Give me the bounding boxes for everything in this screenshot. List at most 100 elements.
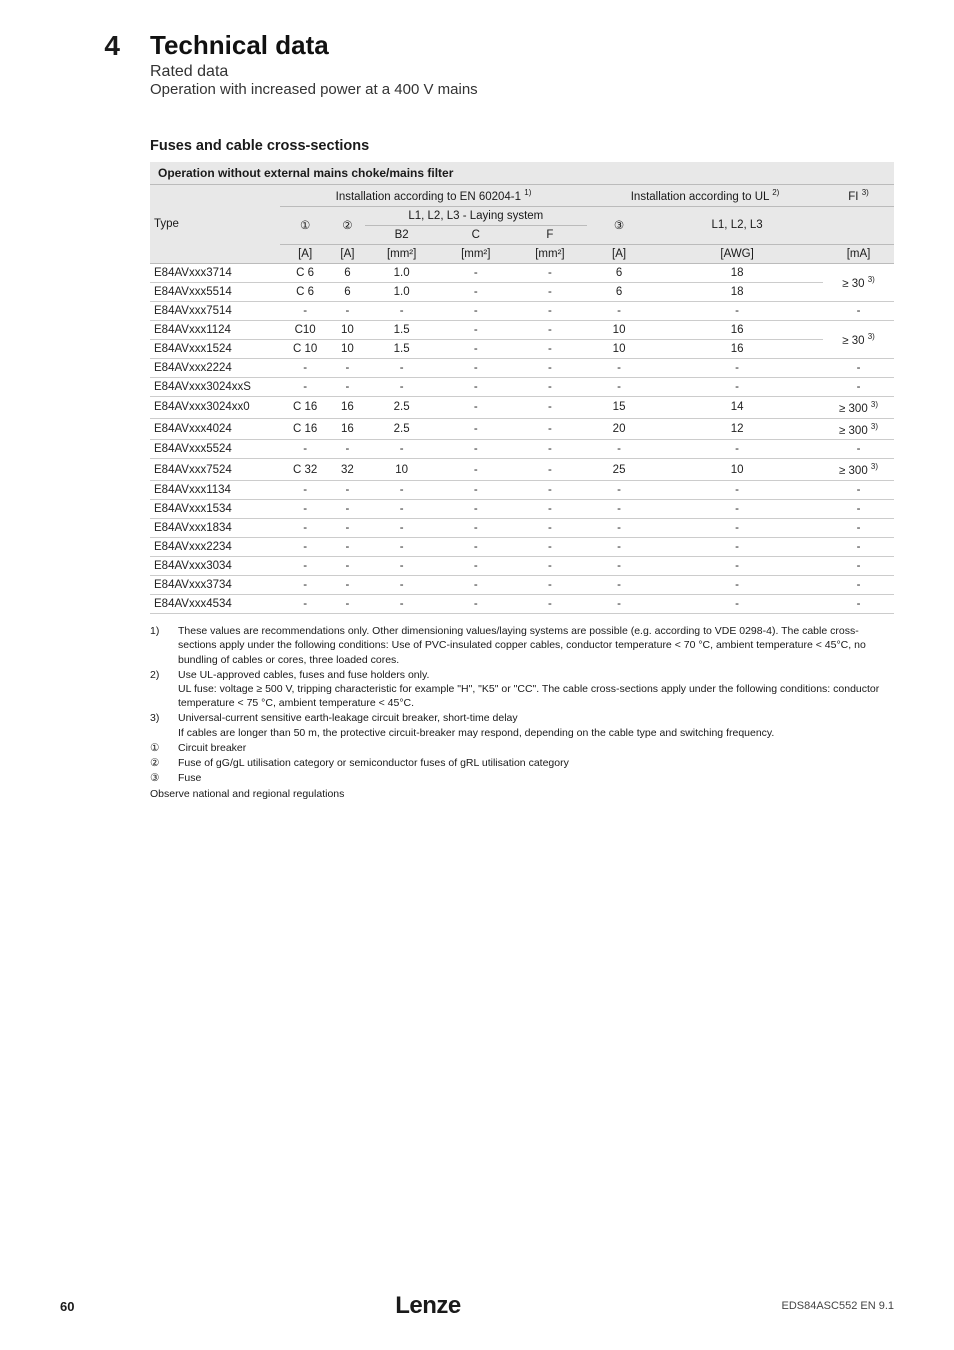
- cell-type: E84AVxxx1834: [150, 519, 280, 538]
- cell-c2: -: [330, 576, 364, 595]
- th-unit-a2: [A]: [330, 244, 364, 263]
- title-block: Technical data Rated data Operation with…: [150, 30, 894, 98]
- cell-type: E84AVxxx3034: [150, 557, 280, 576]
- cell-c1: -: [280, 301, 330, 320]
- cell-c: -: [439, 320, 513, 339]
- cell-awg: -: [651, 500, 823, 519]
- cell-c3: -: [587, 301, 651, 320]
- footnote-text: Circuit breaker: [178, 741, 246, 755]
- table-row: E84AVxxx3714C 661.0--618≥ 30 3): [150, 263, 894, 282]
- cell-type: E84AVxxx3024xxS: [150, 377, 280, 396]
- cell-c3: -: [587, 557, 651, 576]
- table-row: E84AVxxx3734--------: [150, 576, 894, 595]
- th-l1l2l3: L1, L2, L3: [651, 206, 823, 244]
- cell-c: -: [439, 263, 513, 282]
- th-circ3: ③: [587, 206, 651, 244]
- cell-awg: -: [651, 576, 823, 595]
- cell-fi: ≥ 30 3): [823, 320, 894, 358]
- th-unit-a1: [A]: [280, 244, 330, 263]
- footnote-text: Fuse: [178, 771, 201, 785]
- cell-b2: -: [365, 576, 439, 595]
- section-heading: Fuses and cable cross-sections: [150, 138, 894, 154]
- cell-c: -: [439, 459, 513, 481]
- cell-type: E84AVxxx4024: [150, 418, 280, 440]
- cell-c2: 6: [330, 282, 364, 301]
- table-row: E84AVxxx7524C 323210--2510≥ 300 3): [150, 459, 894, 481]
- cell-c: -: [439, 481, 513, 500]
- cell-f: -: [513, 500, 587, 519]
- cell-c1: C10: [280, 320, 330, 339]
- cell-awg: -: [651, 595, 823, 614]
- cell-c1: C 16: [280, 396, 330, 418]
- cell-type: E84AVxxx7524: [150, 459, 280, 481]
- cell-f: -: [513, 538, 587, 557]
- cell-c1: -: [280, 519, 330, 538]
- table-row: E84AVxxx4534--------: [150, 595, 894, 614]
- cell-c1: -: [280, 481, 330, 500]
- cell-c1: C 6: [280, 263, 330, 282]
- cell-fi: -: [823, 576, 894, 595]
- cell-c3: -: [587, 358, 651, 377]
- th-b2: B2: [365, 225, 439, 244]
- cell-awg: 18: [651, 282, 823, 301]
- cell-c3: -: [587, 538, 651, 557]
- cell-b2: -: [365, 557, 439, 576]
- cell-awg: -: [651, 358, 823, 377]
- footnotes: 1)These values are recommendations only.…: [150, 624, 894, 785]
- table-head: Type Installation according to EN 60204-…: [150, 185, 894, 263]
- cell-b2: 1.5: [365, 339, 439, 358]
- cell-type: E84AVxxx5524: [150, 440, 280, 459]
- cell-c3: -: [587, 481, 651, 500]
- cell-f: -: [513, 440, 587, 459]
- th-type: Type: [150, 185, 280, 263]
- cell-c: -: [439, 595, 513, 614]
- th-f: F: [513, 225, 587, 244]
- brand-logo: Lenze: [395, 1292, 461, 1320]
- cell-type: E84AVxxx1134: [150, 481, 280, 500]
- cell-c1: -: [280, 538, 330, 557]
- doc-id: EDS84ASC552 EN 9.1: [781, 1300, 894, 1312]
- page-subtitle-1: Rated data: [150, 63, 894, 81]
- cell-c3: 10: [587, 320, 651, 339]
- cell-type: E84AVxxx1124: [150, 320, 280, 339]
- cell-fi: ≥ 300 3): [823, 418, 894, 440]
- cell-f: -: [513, 396, 587, 418]
- cell-c3: -: [587, 519, 651, 538]
- th-ul: Installation according to UL 2): [587, 185, 823, 206]
- cell-awg: -: [651, 557, 823, 576]
- cell-b2: 1.0: [365, 263, 439, 282]
- page-subtitle-2: Operation with increased power at a 400 …: [150, 81, 894, 98]
- footnote-row: 2)Use UL-approved cables, fuses and fuse…: [150, 668, 894, 711]
- footnote-text: These values are recommendations only. O…: [178, 624, 894, 667]
- table-row: E84AVxxx5514C 661.0--618: [150, 282, 894, 301]
- cell-c2: -: [330, 500, 364, 519]
- cell-c1: -: [280, 576, 330, 595]
- cell-awg: -: [651, 519, 823, 538]
- cell-c3: -: [587, 377, 651, 396]
- cell-type: E84AVxxx4534: [150, 595, 280, 614]
- cell-b2: -: [365, 440, 439, 459]
- cell-c3: -: [587, 500, 651, 519]
- cell-c3: 6: [587, 263, 651, 282]
- table-row: E84AVxxx3024xx0C 16162.5--1514≥ 300 3): [150, 396, 894, 418]
- cell-awg: 14: [651, 396, 823, 418]
- cell-fi: -: [823, 440, 894, 459]
- cell-fi: ≥ 30 3): [823, 263, 894, 301]
- table-row: E84AVxxx2234--------: [150, 538, 894, 557]
- cell-c: -: [439, 557, 513, 576]
- cell-c2: 16: [330, 418, 364, 440]
- cell-f: -: [513, 459, 587, 481]
- cell-f: -: [513, 320, 587, 339]
- cell-c: -: [439, 418, 513, 440]
- cell-b2: -: [365, 481, 439, 500]
- table-row: E84AVxxx4024C 16162.5--2012≥ 300 3): [150, 418, 894, 440]
- th-fi: FI 3): [823, 185, 894, 206]
- footnote-mark: ②: [150, 756, 168, 770]
- cell-f: -: [513, 519, 587, 538]
- table-row: E84AVxxx7514--------: [150, 301, 894, 320]
- cell-type: E84AVxxx3734: [150, 576, 280, 595]
- table-row: E84AVxxx2224--------: [150, 358, 894, 377]
- footnote-mark: 3): [150, 711, 168, 739]
- cell-fi: -: [823, 500, 894, 519]
- cell-c1: C 6: [280, 282, 330, 301]
